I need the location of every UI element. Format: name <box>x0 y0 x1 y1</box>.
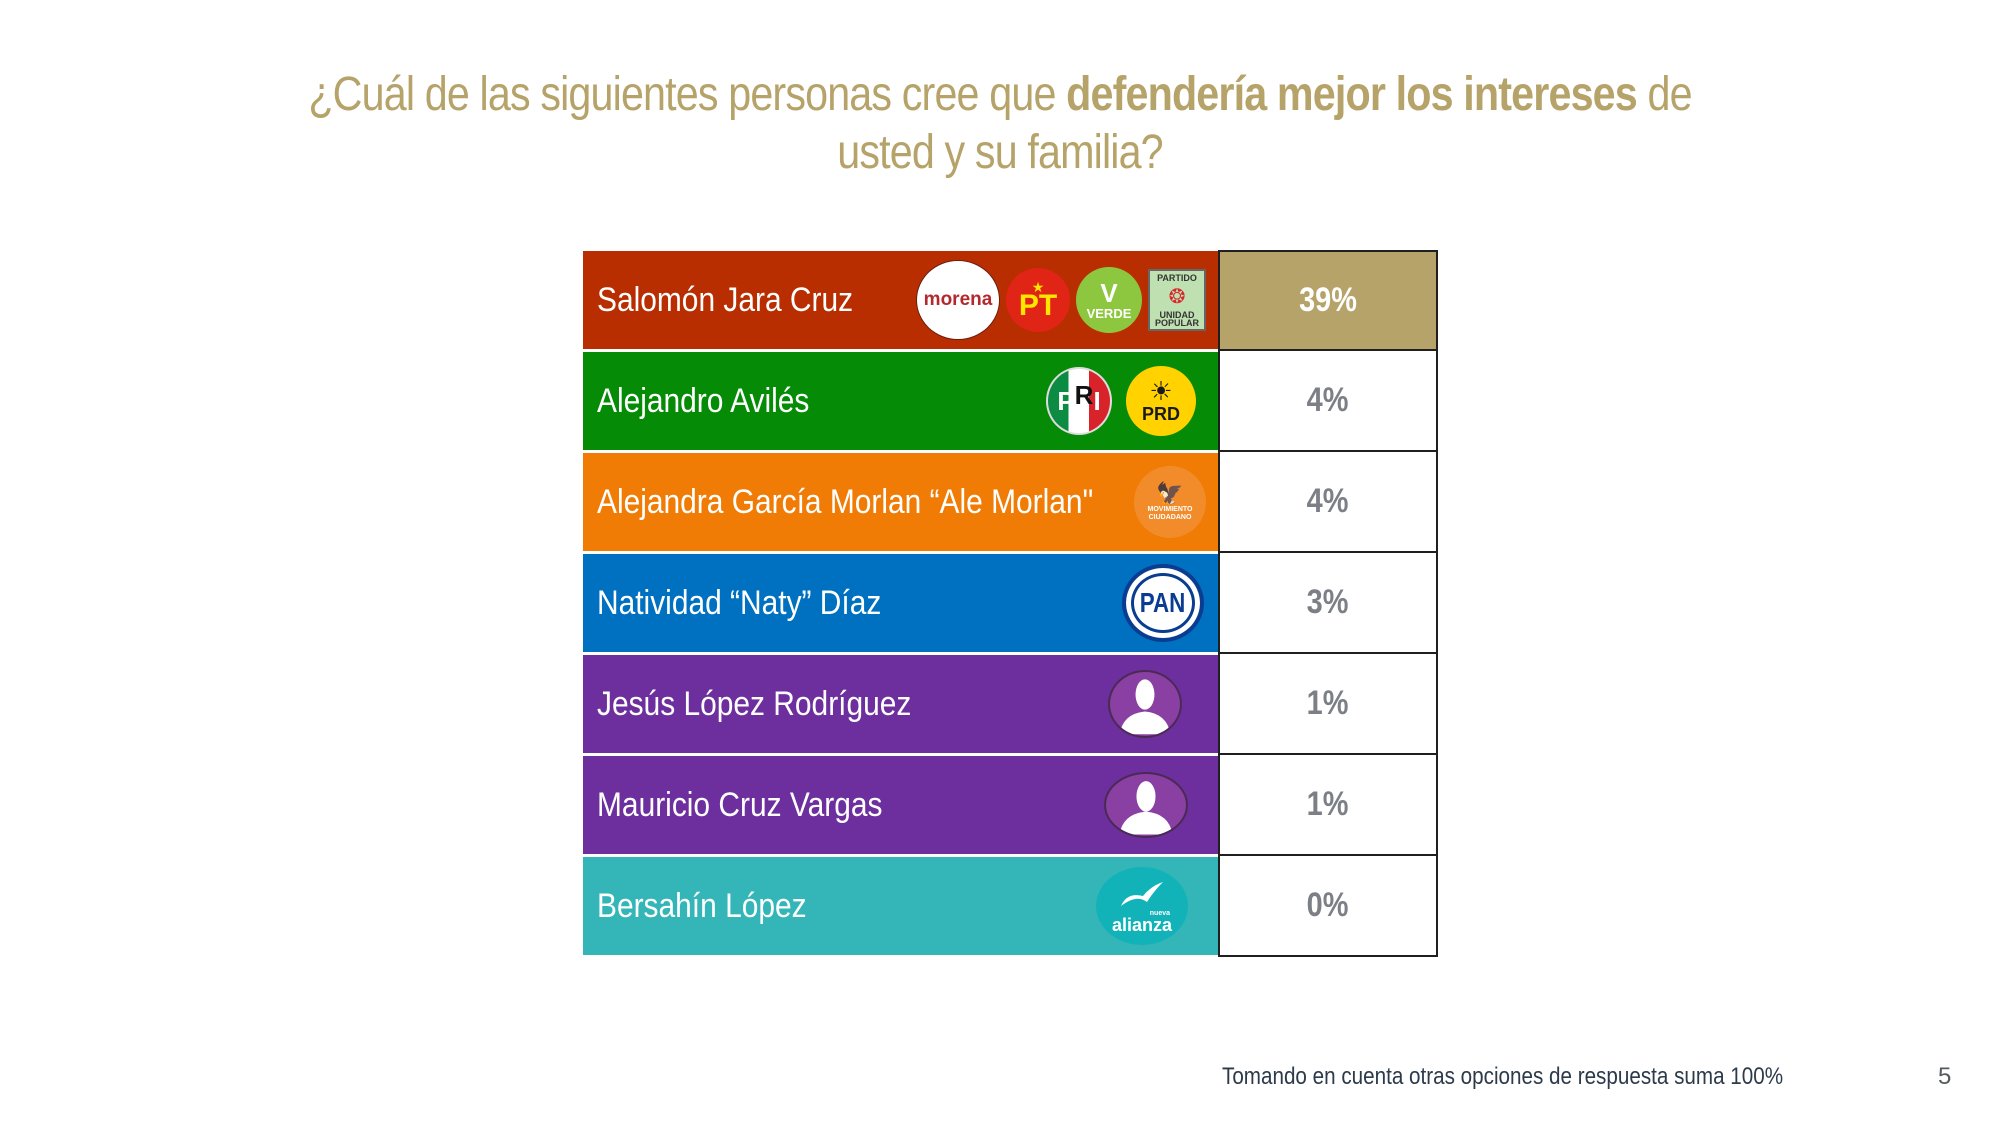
party-logos: morena ★ PT V VERDE PARTIDO ❂ UNIDAD POPU… <box>916 251 1206 349</box>
pri-p: P <box>1057 385 1075 416</box>
value-label: 0% <box>1307 886 1349 924</box>
prd-logo-text: PRD <box>1141 403 1180 424</box>
value-cell: 1% <box>1218 755 1438 856</box>
value-label: 1% <box>1307 785 1349 823</box>
pt-logo-icon: ★ PT <box>1006 268 1070 332</box>
candidate-cell: Mauricio Cruz Vargas <box>583 756 1218 854</box>
value-cell: 39% <box>1218 250 1438 351</box>
candidate-cell: Alejandra García Morlan “Ale Morlan" 🦅 M… <box>583 453 1218 551</box>
pt-logo-text: PT <box>1018 289 1058 322</box>
value-label: 4% <box>1307 381 1349 419</box>
title-text-end: de <box>1636 68 1692 121</box>
na-text: alianza <box>1111 914 1173 935</box>
results-table: Salomón Jara Cruz morena ★ PT V VERDE PA… <box>583 250 1438 957</box>
value-cell: 4% <box>1218 351 1438 452</box>
unidad-popular-logo-icon: PARTIDO ❂ UNIDAD POPULAR <box>1148 269 1206 331</box>
party-logos <box>1104 756 1188 854</box>
candidate-name: Alejandro Avilés <box>597 381 810 420</box>
table-row: Alejandra García Morlan “Ale Morlan" 🦅 M… <box>583 452 1438 553</box>
pup-top-text: PARTIDO <box>1157 273 1197 283</box>
mc-text-2: CIUDADANO <box>1148 514 1192 521</box>
candidate-name: Salomón Jara Cruz <box>597 280 854 319</box>
pan-logo-text: PAN <box>1140 587 1186 618</box>
candidate-name: Alejandra García Morlan “Ale Morlan" <box>597 482 1094 521</box>
value-cell: 3% <box>1218 553 1438 654</box>
morena-logo-icon: morena <box>916 260 1000 340</box>
value-label: 1% <box>1307 684 1349 722</box>
sun-icon: ☀ <box>1149 375 1173 406</box>
candidate-cell: Bersahín López nueva alianza <box>583 857 1218 955</box>
candidate-cell: Natividad “Naty” Díaz PAN <box>583 554 1218 652</box>
verde-logo-text: VERDE <box>1086 305 1132 321</box>
value-cell: 0% <box>1218 856 1438 957</box>
party-logos: 🦅 MOVIMIENTO CIUDADANO <box>1134 453 1206 551</box>
pan-logo-icon: PAN <box>1122 564 1204 642</box>
person-silhouette-icon <box>1119 679 1171 735</box>
eagle-icon: 🦅 <box>1156 481 1184 506</box>
party-logos: nueva alianza <box>1096 857 1188 955</box>
value-label: 39% <box>1299 281 1357 319</box>
value-label: 4% <box>1307 482 1349 520</box>
title-line-2: usted y su familia? <box>837 126 1163 179</box>
swirl-icon: ❂ <box>1168 286 1186 308</box>
footnote: Tomando en cuenta otras opciones de resp… <box>1222 1063 1784 1090</box>
candidate-name: Jesús López Rodríguez <box>597 684 912 723</box>
party-logos: PAN <box>1122 554 1204 652</box>
mc-text-1: MOVIMIENTO <box>1147 506 1193 513</box>
title-text: ¿Cuál de las siguientes personas cree qu… <box>308 68 1067 121</box>
toucan-v-icon: V <box>1100 277 1118 308</box>
avatar-placeholder-icon <box>1104 772 1188 838</box>
title-bold-text: defendería mejor los intereses <box>1066 68 1638 121</box>
candidate-name: Mauricio Cruz Vargas <box>597 785 883 824</box>
page-number: 5 <box>1938 1063 1952 1090</box>
table-row: Natividad “Naty” Díaz PAN 3% <box>583 553 1438 654</box>
avatar-placeholder-icon <box>1108 670 1182 738</box>
candidate-cell: Salomón Jara Cruz morena ★ PT V VERDE PA… <box>583 251 1218 349</box>
movimiento-ciudadano-logo-icon: 🦅 MOVIMIENTO CIUDADANO <box>1134 466 1206 538</box>
pup-bottom-1: UNIDAD <box>1159 310 1195 320</box>
table-row: Jesús López Rodríguez 1% <box>583 654 1438 755</box>
verde-logo-icon: V VERDE <box>1076 267 1142 333</box>
title-line-1: ¿Cuál de las siguientes personas cree qu… <box>140 66 1860 124</box>
pri-i: I <box>1093 385 1101 416</box>
swoosh-icon <box>1121 881 1163 906</box>
star-icon: ★ <box>1031 279 1045 295</box>
candidate-name: Natividad “Naty” Díaz <box>597 583 882 622</box>
value-label: 3% <box>1307 583 1349 621</box>
party-logos <box>1108 655 1182 753</box>
table-row: Mauricio Cruz Vargas 1% <box>583 755 1438 856</box>
value-cell: 1% <box>1218 654 1438 755</box>
table-row: Bersahín López nueva alianza 0% <box>583 856 1438 957</box>
prd-logo-icon: ☀ PRD <box>1126 366 1196 436</box>
person-silhouette-icon <box>1119 781 1173 835</box>
pri-r: R <box>1074 379 1094 410</box>
candidate-name: Bersahín López <box>597 886 807 925</box>
candidate-cell: Jesús López Rodríguez <box>583 655 1218 753</box>
nueva-alianza-logo-icon: nueva alianza <box>1096 867 1188 945</box>
value-cell: 4% <box>1218 452 1438 553</box>
pup-bottom: UNIDAD POPULAR <box>1154 310 1199 328</box>
table-row: Salomón Jara Cruz morena ★ PT V VERDE PA… <box>583 250 1438 351</box>
na-small-text: nueva <box>1149 909 1170 917</box>
page-title: ¿Cuál de las siguientes personas cree qu… <box>140 66 1860 182</box>
pup-bottom-2: POPULAR <box>1154 318 1199 328</box>
morena-logo-text: morena <box>923 289 993 310</box>
